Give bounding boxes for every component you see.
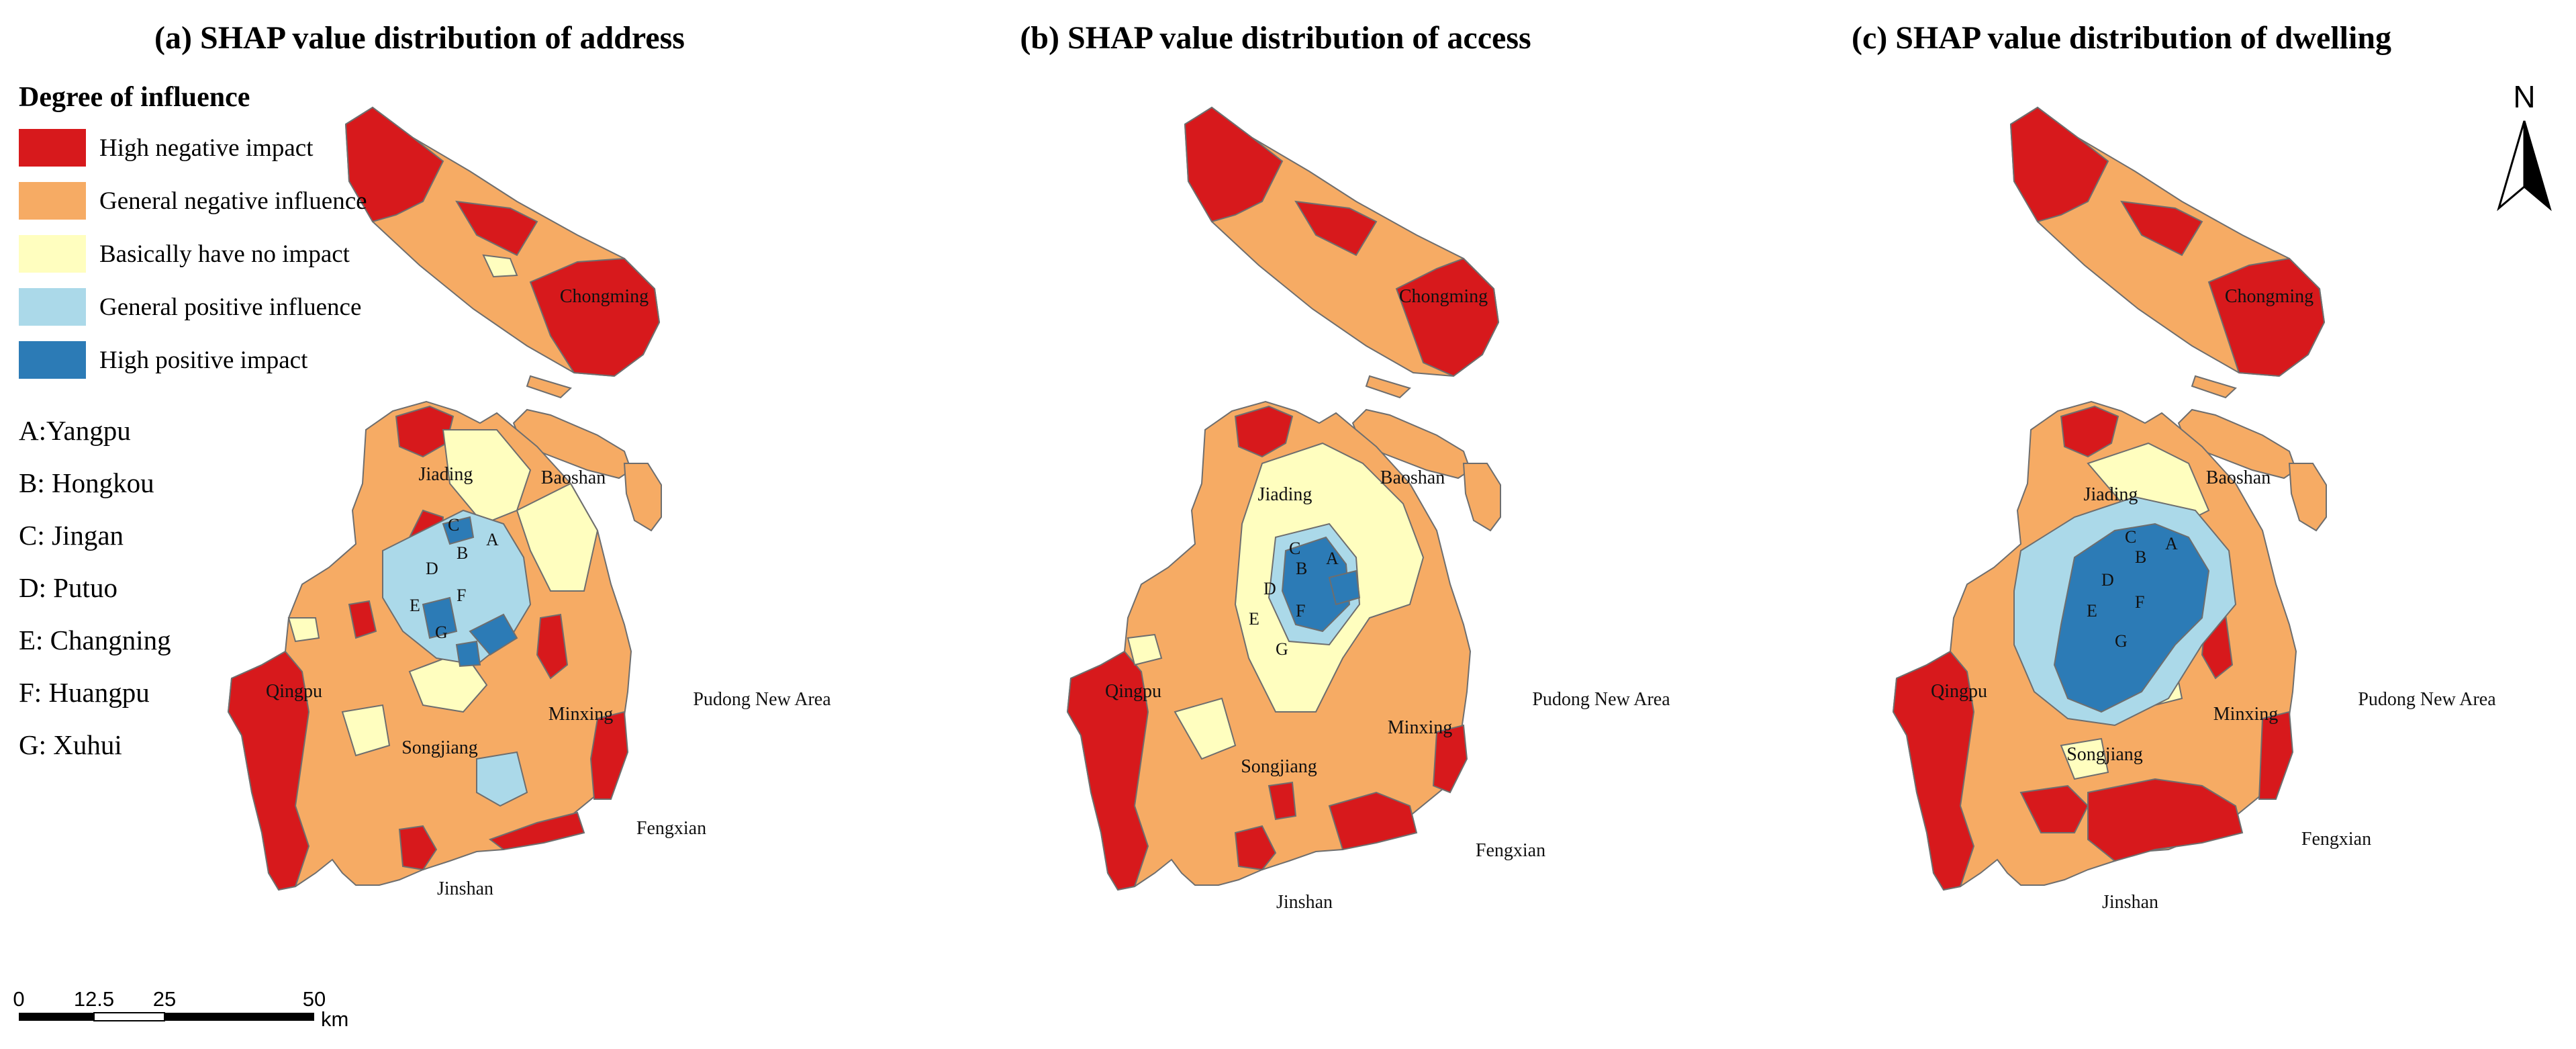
label-fengxian-b: Fengxian [1476,840,1545,861]
label-pudong-c: Pudong New Area [2358,689,2496,710]
letter-labels-c: A B C D E F G [2087,527,2178,651]
map-panel-dwelling [1892,106,2327,891]
scale-tick-25: 25 [153,987,176,1011]
letter-e-panel-c: E [2087,601,2097,621]
district-labels-c: Chongming Jiading Baoshan Qingpu Songjia… [1931,286,2496,913]
letter-d-panel-c: D [2101,570,2114,590]
scale-segment-3 [164,1013,314,1021]
legend-swatch-no-impact [19,235,86,273]
label-chongming-c: Chongming [2225,286,2313,307]
abbreviation-item: B: Hongkou [19,467,154,498]
legend: Degree of influence High negative impact… [19,82,367,379]
label-jinshan-b: Jinshan [1276,892,1333,913]
letter-a-panel-a: A [486,530,499,549]
letter-f-panel-a: F [457,586,466,605]
legend-label-high-positive: High positive impact [99,347,308,374]
scale-segment-2 [93,1012,165,1021]
label-jinshan-c: Jinshan [2102,892,2158,913]
letter-b-panel-b: B [1296,559,1307,578]
letter-g-panel-b: G [1276,639,1288,659]
label-jinshan-a: Jinshan [437,878,493,899]
letter-c-panel-b: C [1289,539,1300,558]
label-jiading-a: Jiading [419,464,473,485]
letter-labels-a: A B C D E F G [410,515,499,642]
north-arrow-icon [2497,120,2552,212]
label-qingpu-b: Qingpu [1105,681,1161,702]
letter-a-panel-b: A [1326,549,1339,568]
label-baoshan-b: Baoshan [1380,467,1445,488]
scale-tick-50: 50 [303,987,326,1011]
letter-labels-b: A B C D E F G [1249,539,1339,659]
north-arrow: N [2497,79,2552,212]
scale-tick-0: 0 [13,987,24,1011]
legend-swatch-high-positive [19,341,86,379]
abbreviation-item: A:Yangpu [19,415,131,446]
letter-e-panel-a: E [410,596,420,615]
north-label: N [2513,79,2535,114]
district-labels-b: Chongming Jiading Baoshan Qingpu Songjia… [1105,286,1670,913]
legend-items: High negative impact General negative inf… [19,129,367,379]
letter-d-panel-b: D [1263,579,1276,598]
scale-bar: 0 12.5 25 50 km [13,987,348,1031]
label-baoshan-c: Baoshan [2206,467,2271,488]
map-panel-access [1066,106,1501,891]
letter-a-panel-c: A [2165,534,2178,553]
abbreviation-item: C: Jingan [19,520,124,551]
letter-g-panel-c: G [2115,631,2128,651]
legend-label-general-negative: General negative influence [99,187,367,215]
label-fengxian-c: Fengxian [2301,829,2371,850]
legend-label-general-positive: General positive influence [99,293,361,321]
label-pudong-b: Pudong New Area [1532,689,1670,710]
district-abbreviations: A:Yangpu B: Hongkou C: Jingan D: Putuo E: Ch… [19,415,171,760]
letter-b-panel-c: B [2135,547,2146,567]
legend-swatch-general-positive [19,288,86,326]
abbreviation-item: E: Changning [19,625,171,655]
scale-unit: km [321,1007,348,1031]
letter-b-panel-a: B [457,543,468,563]
panel-b-title: (b) SHAP value distribution of access [1020,20,1531,56]
scale-tick-12-5: 12.5 [74,987,114,1011]
label-baoshan-a: Baoshan [541,467,606,488]
scale-segment-1 [19,1013,94,1021]
label-songjiang-b: Songjiang [1241,756,1317,777]
letter-f-panel-c: F [2135,592,2144,612]
letter-g-panel-a: G [435,623,448,642]
label-songjiang-a: Songjiang [401,737,478,758]
label-minxing-c: Minxing [2213,704,2278,725]
map-panel-address [227,106,662,891]
legend-swatch-general-negative [19,182,86,220]
letter-e-panel-b: E [1249,609,1259,629]
label-jiading-c: Jiading [2084,484,2138,505]
legend-swatch-high-negative [19,129,86,167]
letter-c-panel-a: C [448,515,459,535]
district-labels-a: Chongming Jiading Baoshan Qingpu Songjia… [266,286,831,899]
label-chongming-a: Chongming [560,286,649,307]
label-pudong-a: Pudong New Area [693,689,831,710]
letter-f-panel-b: F [1296,601,1305,621]
label-fengxian-a: Fengxian [636,818,706,839]
label-songjiang-c: Songjiang [2066,744,2143,765]
letter-c-panel-c: C [2125,527,2136,547]
letter-d-panel-a: D [426,559,438,578]
legend-title: Degree of influence [19,82,250,113]
abbreviation-item: D: Putuo [19,572,117,603]
label-minxing-b: Minxing [1388,717,1452,738]
panel-c-title: (c) SHAP value distribution of dwelling [1852,20,2391,56]
abbreviation-item: F: Huangpu [19,677,150,708]
label-jiading-b: Jiading [1258,484,1313,505]
abbreviation-item: G: Xuhui [19,729,122,760]
panel-a-title: (a) SHAP value distribution of address [154,20,685,56]
label-chongming-b: Chongming [1399,286,1488,307]
label-qingpu-c: Qingpu [1931,681,1987,702]
legend-label-high-negative: High negative impact [99,134,314,162]
label-minxing-a: Minxing [548,704,613,725]
label-qingpu-a: Qingpu [266,681,322,702]
legend-label-no-impact: Basically have no impact [99,240,350,268]
